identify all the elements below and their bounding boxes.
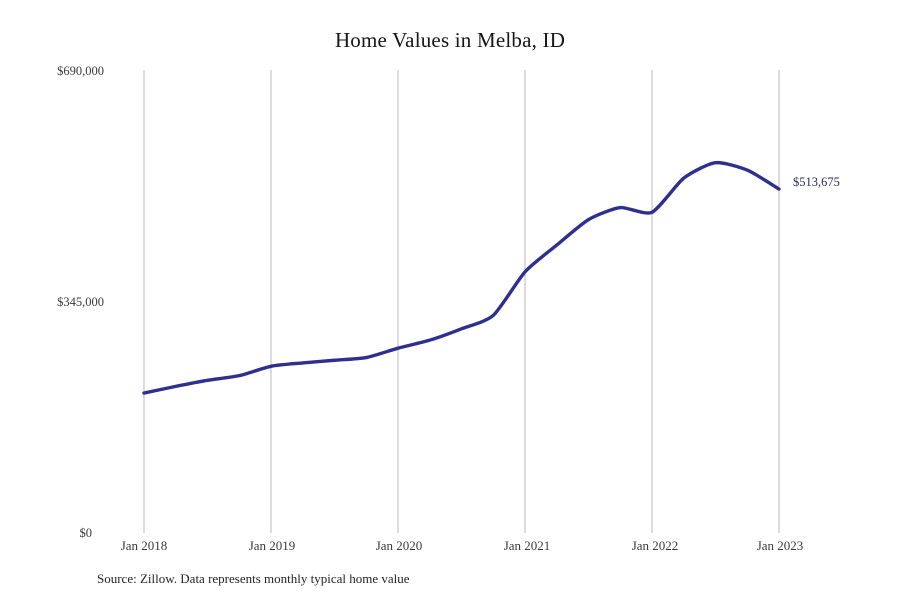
x-axis-tick-jan-2019: Jan 2019	[248, 538, 296, 553]
series-end-value-label: $513,675	[793, 175, 840, 189]
y-axis-tick-690000: $690,000	[57, 64, 104, 78]
gridlines-group	[143, 70, 780, 533]
x-axis-tick-jan-2020: Jan 2020	[375, 538, 423, 553]
page-title: Home Values in Melba, ID	[334, 28, 566, 52]
source-note: Source: Zillow. Data represents monthly …	[97, 571, 410, 586]
x-axis-tick-jan-2023: Jan 2023	[756, 538, 804, 553]
x-axis-tick-jan-2021: Jan 2021	[503, 538, 551, 553]
y-axis-tick-345000: $345,000	[57, 295, 104, 309]
y-axis-tick-0: $0	[79, 526, 93, 540]
x-axis-tick-jan-2018: Jan 2018	[120, 538, 168, 553]
series-line-typical-home-value	[142, 160, 781, 395]
x-axis-tick-jan-2022: Jan 2022	[631, 538, 679, 553]
